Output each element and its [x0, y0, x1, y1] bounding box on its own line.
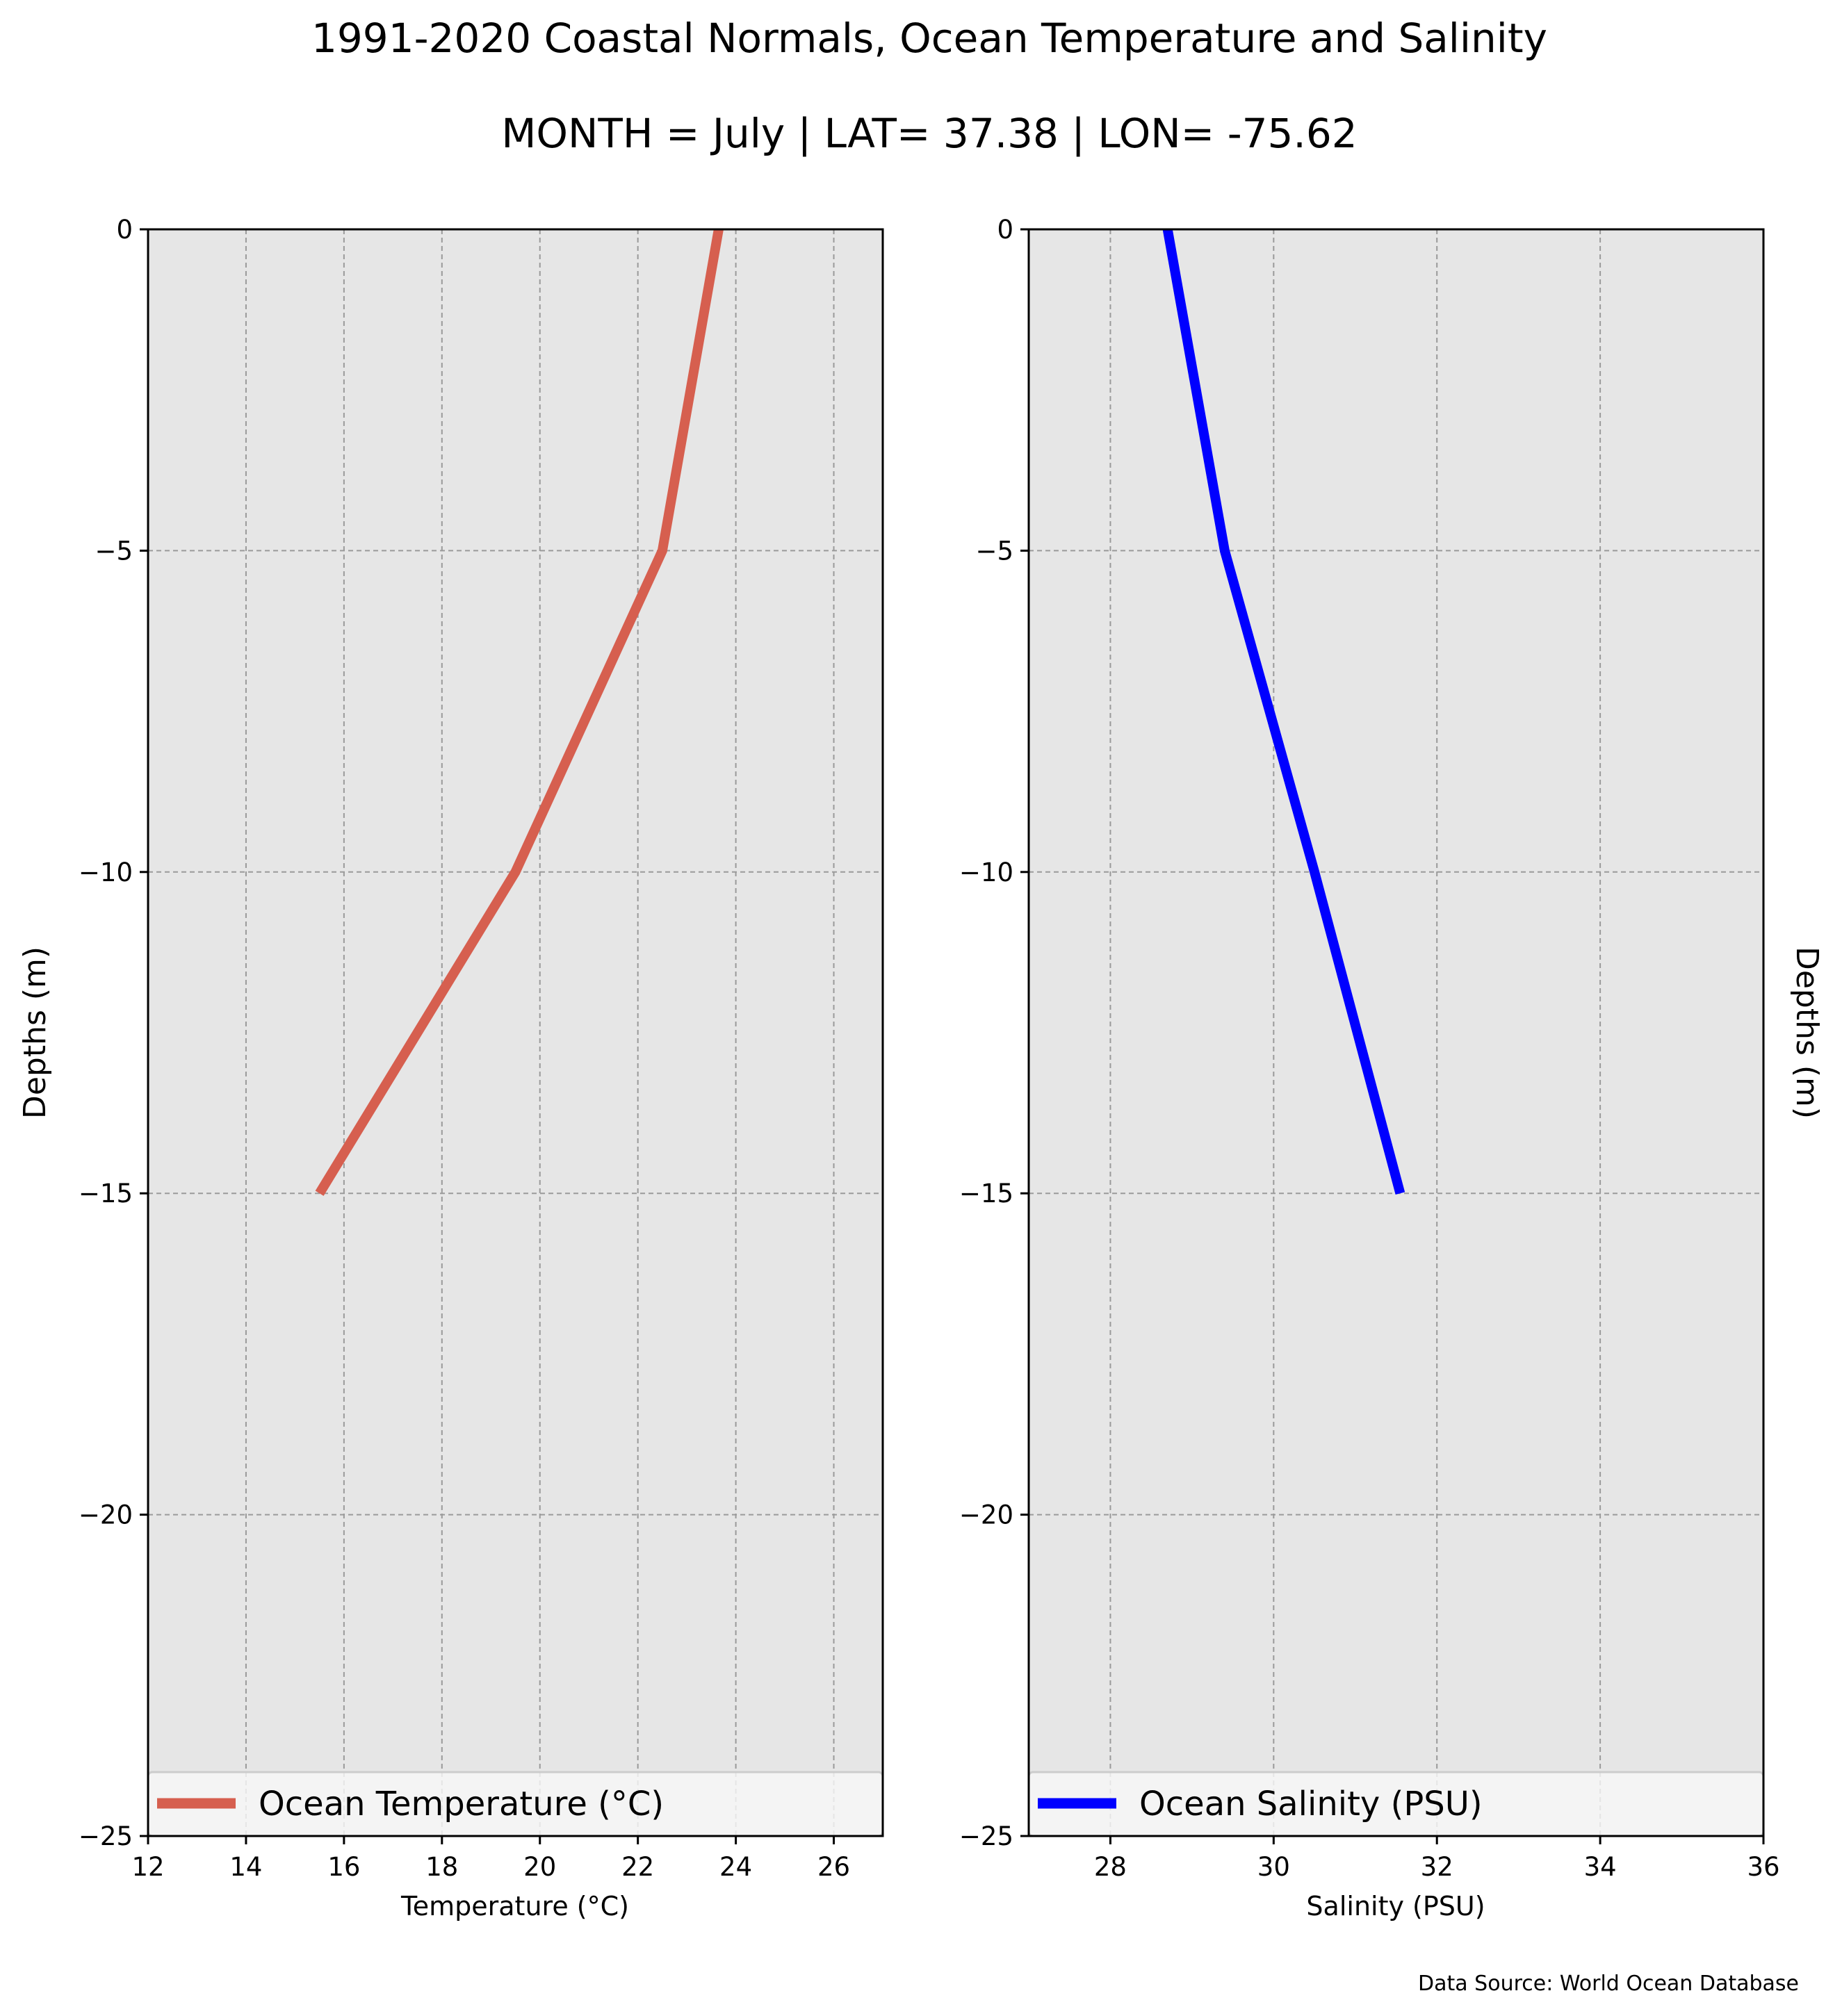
legend-label-salinity: Ocean Salinity (PSU): [1139, 1785, 1483, 1824]
legend-label-temperature: Ocean Temperature (°C): [259, 1785, 664, 1824]
y-tick-label: −20: [959, 1500, 1013, 1530]
y-axis-label: Depths (m): [1789, 946, 1825, 1119]
x-tick-label: 12: [131, 1852, 164, 1882]
x-tick-label: 36: [1747, 1852, 1779, 1882]
y-tick-label: −20: [79, 1500, 133, 1530]
y-tick-label: −10: [959, 858, 1013, 887]
x-tick-label: 24: [719, 1852, 752, 1882]
x-tick-label: 14: [229, 1852, 262, 1882]
x-tick-label: 22: [621, 1852, 654, 1882]
plot-frame: [1027, 228, 1765, 1837]
x-tick-label: 32: [1421, 1852, 1453, 1882]
x-tick-label: 26: [817, 1852, 850, 1882]
x-tick-label: 28: [1094, 1852, 1127, 1882]
figure-subtitle: MONTH = July | LAT= 37.38 | LON= -75.62: [501, 110, 1357, 157]
figure-title: 1991-2020 Coastal Normals, Ocean Tempera…: [311, 15, 1547, 62]
salinity-chart: Ocean Salinity (PSU) 28 30 32 34 36 0 −5 −10 −15…: [959, 215, 1825, 1921]
x-tick-label: 18: [425, 1852, 458, 1882]
x-axis-label: Salinity (PSU): [1306, 1891, 1485, 1921]
y-tick-label: 0: [116, 215, 133, 245]
x-tick-label: 20: [523, 1852, 556, 1882]
y-tick-label: −15: [79, 1179, 133, 1208]
legend: Ocean Salinity (PSU): [1027, 1771, 1765, 1837]
y-tick-label: 0: [997, 215, 1013, 245]
y-tick-label: −25: [959, 1821, 1013, 1851]
series-line: [1162, 228, 1405, 1195]
data-source-note: Data Source: World Ocean Database: [1418, 1972, 1799, 1996]
y-axis-label: Depths (m): [17, 946, 53, 1119]
plot-area: [148, 229, 883, 1836]
y-tick-label: −5: [95, 536, 133, 566]
temperature-chart: Ocean Temperature (°C) 12 14 16 18 20 22 24 26 0…: [17, 215, 884, 1921]
plot-frame: [147, 228, 884, 1837]
plot-area: [1029, 229, 1763, 1836]
x-tick-label: 34: [1584, 1852, 1617, 1882]
x-tick-label: 30: [1257, 1852, 1290, 1882]
x-tick-label: 16: [327, 1852, 360, 1882]
y-tick-label: −25: [79, 1821, 133, 1851]
x-axis-label: Temperature (°C): [400, 1891, 629, 1921]
y-tick-label: −5: [975, 536, 1013, 566]
legend: Ocean Temperature (°C): [147, 1771, 884, 1837]
y-tick-label: −15: [959, 1179, 1013, 1208]
y-tick-label: −10: [79, 858, 133, 887]
series-line: [315, 228, 724, 1196]
